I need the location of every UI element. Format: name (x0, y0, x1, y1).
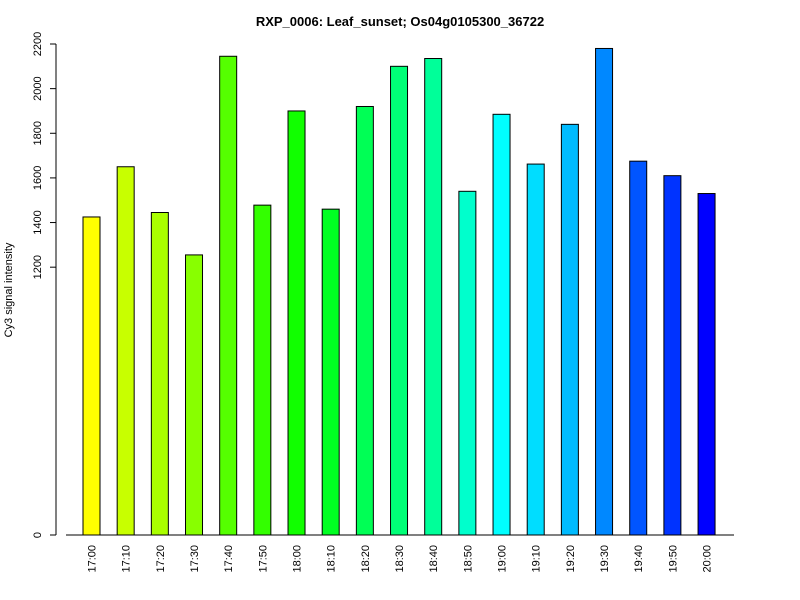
bars (82, 47, 716, 536)
bar-1750 (253, 204, 272, 536)
x-tick-label: 18:20 (360, 545, 372, 573)
bar-1910 (526, 163, 545, 536)
y-tick-label: 1800 (32, 121, 44, 145)
bar-1920 (560, 123, 579, 536)
x-tick-label: 18:40 (428, 545, 440, 573)
bar-1900 (492, 113, 511, 536)
bar-1740 (219, 55, 238, 536)
x-tick-label: 18:30 (394, 545, 406, 573)
x-tick-label: 18:10 (326, 545, 338, 573)
bar-1840 (424, 58, 443, 536)
bar-1730 (185, 254, 204, 536)
y-tick-label: 1600 (32, 166, 44, 190)
x-tick-label: 19:20 (565, 545, 577, 573)
x-tick-label: 17:50 (257, 545, 269, 573)
bar-1930 (595, 47, 614, 536)
x-tick-label: 18:00 (292, 545, 304, 573)
x-tick-label: 19:30 (599, 545, 611, 573)
y-tick-label: 2200 (32, 32, 44, 56)
bar-1950 (663, 175, 682, 536)
y-tick-label: 1200 (32, 255, 44, 279)
x-tick-label: 19:50 (667, 545, 679, 573)
x-axis: 17:00 17:10 17:20 17:30 17:40 17:50 18:00 18:10… (66, 534, 734, 573)
bar-1850 (458, 190, 477, 536)
y-axis-label: Cy3 signal intensity (3, 242, 15, 337)
y-tick-label: 0 (32, 532, 44, 538)
x-tick-label: 19:40 (633, 545, 645, 573)
x-tick-label: 19:00 (497, 545, 509, 573)
bar-1940 (629, 160, 648, 536)
bar-2000 (697, 193, 716, 536)
bar-1710 (116, 166, 135, 536)
x-tick-label: 19:10 (531, 545, 543, 573)
bar-1800 (287, 110, 306, 536)
bar-1720 (150, 212, 169, 536)
y-axis: 0 1200 1400 1600 1800 2000 2200 (32, 32, 57, 538)
chart-title: RXP_0006: Leaf_sunset; Os04g0105300_3672… (256, 14, 544, 29)
bar-1810 (321, 208, 340, 536)
bar-1700 (82, 216, 101, 536)
x-tick-label: 17:40 (223, 545, 235, 573)
bar-1820 (355, 105, 374, 536)
x-tick-label: 17:30 (189, 545, 201, 573)
x-tick-label: 17:10 (121, 545, 133, 573)
x-tick-label: 20:00 (702, 545, 714, 573)
x-tick-label: 18:50 (462, 545, 474, 573)
x-tick-label: 17:00 (87, 545, 99, 573)
bar-1830 (390, 65, 409, 536)
x-tick-label: 17:20 (155, 545, 167, 573)
y-tick-label: 1400 (32, 210, 44, 234)
y-tick-label: 2000 (32, 76, 44, 100)
